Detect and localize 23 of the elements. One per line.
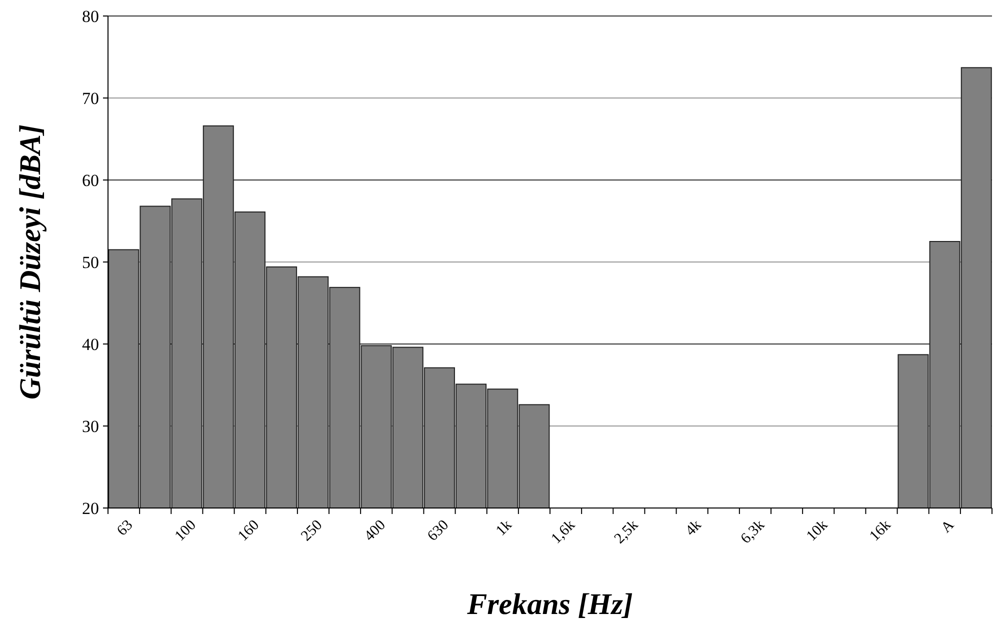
x-axis-title: Frekans [Hz] bbox=[466, 588, 633, 621]
y-tick-label: 60 bbox=[82, 170, 99, 190]
x-tick-label: A bbox=[938, 517, 958, 536]
x-tick-label: 100 bbox=[172, 517, 200, 544]
x-tick-label: 2,5k bbox=[612, 516, 642, 548]
x-tick-label: 400 bbox=[362, 517, 389, 544]
x-tick-label: 4k bbox=[682, 516, 706, 540]
y-tick-label: 40 bbox=[82, 334, 99, 354]
y-tick-label: 30 bbox=[82, 416, 99, 436]
y-tick-label: 20 bbox=[82, 498, 99, 518]
x-tick-label: 630 bbox=[424, 517, 452, 544]
x-tick-label: 6,3k bbox=[738, 516, 768, 548]
y-tick-label: 80 bbox=[82, 6, 99, 26]
y-tick-label: 50 bbox=[82, 252, 99, 272]
x-tick-label: 63 bbox=[114, 517, 136, 540]
y-tick-label: 70 bbox=[82, 88, 99, 108]
y-axis-title: Gürültü Düzeyi [dBA] bbox=[14, 124, 47, 400]
x-tick-label: 160 bbox=[235, 517, 263, 544]
x-tick-label: 1,6k bbox=[548, 516, 579, 548]
x-tick-label: 1k bbox=[493, 516, 516, 540]
x-tick-label: 250 bbox=[298, 517, 326, 544]
x-tick-label: 10k bbox=[804, 516, 832, 544]
x-tick-label: 16k bbox=[866, 516, 895, 544]
